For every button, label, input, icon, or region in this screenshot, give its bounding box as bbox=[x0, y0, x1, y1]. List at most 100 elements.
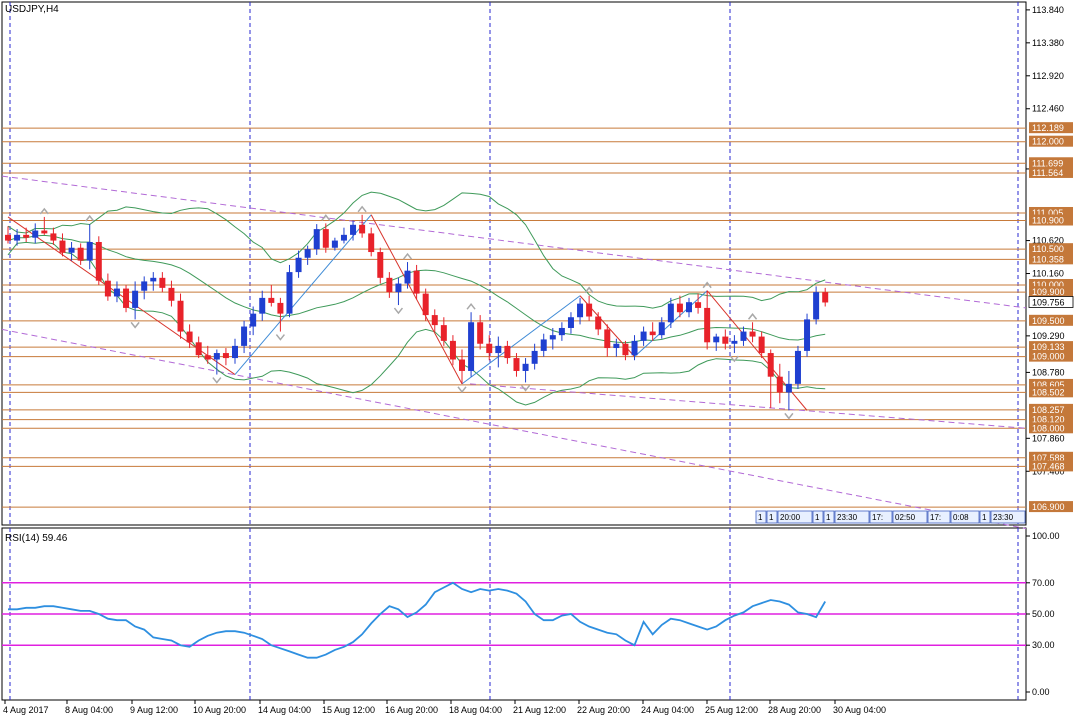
time-box-label: 1 bbox=[982, 513, 987, 522]
candle-body bbox=[141, 281, 148, 291]
candle-body bbox=[86, 242, 93, 261]
candle-body bbox=[5, 234, 11, 241]
candle-body bbox=[813, 292, 820, 320]
time-box-label: 17: bbox=[930, 513, 941, 522]
time-axis-label: 30 Aug 04:00 bbox=[833, 705, 886, 715]
price-level-label: 111.699 bbox=[1032, 158, 1063, 168]
price-level-label-bg bbox=[1029, 350, 1073, 362]
price-level-label-bg bbox=[1029, 413, 1073, 425]
candle-body bbox=[767, 353, 774, 377]
candle-body bbox=[667, 303, 674, 323]
candle-body bbox=[241, 326, 248, 346]
rsi-axis-label: 50.00 bbox=[1032, 609, 1055, 619]
candle-body bbox=[649, 331, 656, 336]
price-level-label-bg bbox=[1029, 278, 1073, 290]
price-level-label: 107.588 bbox=[1032, 453, 1065, 463]
candle-body bbox=[404, 270, 411, 284]
candle-body bbox=[322, 229, 329, 248]
candle-body bbox=[676, 303, 683, 313]
fractal-up-marker bbox=[584, 286, 594, 294]
time-box bbox=[777, 510, 813, 524]
time-axis-label: 18 Aug 04:00 bbox=[449, 705, 502, 715]
time-box-label: 1 bbox=[815, 513, 820, 522]
time-axis-label: 16 Aug 20:00 bbox=[385, 705, 438, 715]
time-axis-label: 25 Aug 12:00 bbox=[705, 705, 758, 715]
candle-body bbox=[740, 331, 747, 341]
price-level-label-bg bbox=[1029, 122, 1073, 134]
time-axis-label: 9 Aug 12:00 bbox=[130, 705, 178, 715]
candle-body bbox=[577, 303, 584, 318]
candle-body bbox=[177, 300, 184, 332]
price-level-label: 109.133 bbox=[1032, 342, 1065, 352]
price-axis-label: 113.840 bbox=[1032, 5, 1064, 15]
candle-body bbox=[359, 224, 366, 234]
candle-body bbox=[232, 345, 238, 359]
candle-body bbox=[150, 277, 157, 282]
candle-body bbox=[295, 257, 302, 273]
candle-body bbox=[77, 247, 84, 261]
candle-body bbox=[132, 290, 139, 308]
time-box bbox=[755, 510, 767, 524]
candle-body bbox=[95, 242, 102, 281]
rsi-axis-label: 0.00 bbox=[1032, 687, 1050, 697]
rsi-axis-label: 100.00 bbox=[1032, 531, 1060, 541]
candle-body bbox=[749, 331, 756, 337]
price-axis-label: 107.860 bbox=[1032, 433, 1065, 443]
price-level-label: 110.900 bbox=[1032, 216, 1064, 226]
price-level-label-bg bbox=[1029, 206, 1073, 218]
candle-body bbox=[622, 343, 629, 356]
candle-body bbox=[459, 359, 465, 371]
candle-body bbox=[449, 340, 456, 360]
candle-body bbox=[186, 331, 193, 343]
price-level-label: 112.189 bbox=[1032, 123, 1064, 133]
fractal-up-marker bbox=[747, 313, 758, 320]
candle-body bbox=[595, 316, 602, 330]
fractal-down-marker bbox=[457, 386, 467, 394]
price-level-label-bg bbox=[1029, 451, 1073, 463]
candle-body bbox=[395, 283, 402, 293]
zigzag-segment bbox=[234, 214, 372, 375]
price-level-label: 109.000 bbox=[1032, 352, 1065, 362]
candle-body bbox=[567, 317, 574, 328]
time-box-label: 23:30 bbox=[837, 513, 858, 522]
time-axis-label: 24 Aug 04:00 bbox=[641, 705, 694, 715]
price-axis-label: 110.620 bbox=[1032, 236, 1064, 246]
price-level-label-bg bbox=[1029, 314, 1073, 326]
price-level-label: 108.257 bbox=[1032, 405, 1065, 415]
candle-body bbox=[558, 327, 565, 336]
candle-body bbox=[658, 322, 665, 336]
time-box-label: 1 bbox=[758, 513, 763, 522]
fractal-down-marker bbox=[275, 334, 285, 341]
candle-body bbox=[477, 322, 484, 344]
time-box bbox=[927, 510, 951, 524]
candle-body bbox=[250, 313, 257, 327]
candle-body bbox=[631, 340, 638, 356]
candle-body bbox=[695, 302, 702, 308]
price-level-label-bg bbox=[1029, 422, 1073, 434]
candle-body bbox=[486, 343, 493, 354]
time-box-label: 1 bbox=[769, 513, 774, 522]
time-box bbox=[869, 510, 893, 524]
candle-body bbox=[50, 233, 57, 241]
price-level-label: 108.605 bbox=[1032, 380, 1065, 390]
fractal-up-marker bbox=[85, 214, 95, 222]
candle-body bbox=[213, 353, 220, 360]
rsi-line bbox=[8, 581, 826, 659]
time-box-label: 17: bbox=[872, 513, 883, 522]
time-box bbox=[823, 510, 835, 524]
channel-upper-line bbox=[1, 175, 1027, 309]
candle-body bbox=[259, 297, 266, 314]
candle-body bbox=[495, 345, 502, 354]
price-level-label-bg bbox=[1029, 166, 1073, 178]
candle-body bbox=[794, 350, 801, 384]
price-level-label: 108.502 bbox=[1032, 387, 1065, 397]
fractal-up-marker bbox=[402, 252, 413, 260]
candle-body bbox=[340, 234, 347, 241]
candle-body bbox=[313, 229, 320, 250]
time-box-label: 20:00 bbox=[780, 513, 801, 522]
fractal-up-marker bbox=[321, 214, 331, 221]
candle-body bbox=[822, 292, 829, 303]
fractal-down-marker bbox=[729, 355, 739, 363]
candle-body bbox=[804, 319, 811, 351]
